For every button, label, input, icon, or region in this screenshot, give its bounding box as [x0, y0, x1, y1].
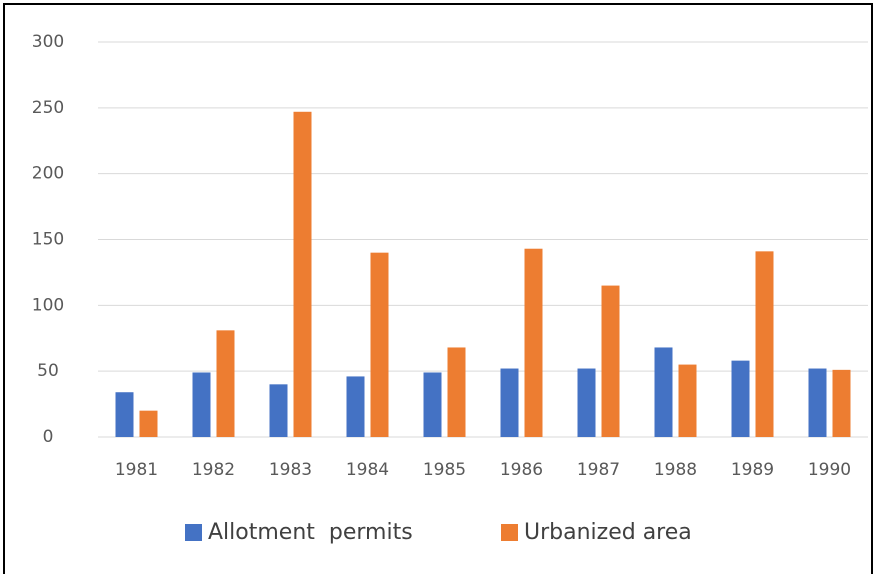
bar	[601, 285, 620, 437]
y-tick-label: 100	[32, 295, 64, 315]
bar	[346, 376, 365, 437]
x-tick-label: 1990	[808, 460, 851, 480]
x-tick-label: 1985	[423, 460, 466, 480]
bar	[139, 410, 158, 437]
bar	[577, 368, 596, 437]
frame	[3, 3, 873, 578]
y-tick-label: 0	[43, 427, 54, 447]
bar	[808, 368, 827, 437]
y-tick-label: 150	[32, 230, 64, 250]
bar	[755, 251, 774, 437]
bar	[269, 384, 288, 437]
bar	[293, 111, 312, 438]
bar	[832, 369, 851, 437]
bar	[192, 372, 211, 437]
bar	[678, 364, 697, 437]
x-tick-label: 1983	[269, 460, 312, 480]
y-tick-label: 50	[37, 361, 59, 381]
legend-swatch	[185, 524, 202, 541]
bar	[423, 372, 442, 437]
y-tick-label: 250	[32, 98, 64, 118]
bar	[500, 368, 519, 437]
x-tick-label: 1984	[346, 460, 389, 480]
x-tick-label: 1989	[731, 460, 774, 480]
bar	[524, 248, 543, 437]
y-tick-label: 200	[32, 164, 64, 184]
legend-label: Urbanized area	[524, 520, 692, 545]
x-tick-label: 1981	[115, 460, 158, 480]
x-tick-label: 1982	[192, 460, 235, 480]
legend-swatch	[501, 524, 518, 541]
bar	[216, 330, 235, 437]
legend-label: Allotment permits	[208, 520, 413, 545]
x-tick-label: 1987	[577, 460, 620, 480]
bar	[370, 252, 389, 437]
bar	[115, 392, 134, 437]
bar	[731, 360, 750, 437]
x-tick-label: 1988	[654, 460, 697, 480]
bar	[447, 347, 466, 437]
y-tick-label: 300	[32, 32, 64, 52]
bar	[654, 347, 673, 437]
x-tick-label: 1986	[500, 460, 543, 480]
